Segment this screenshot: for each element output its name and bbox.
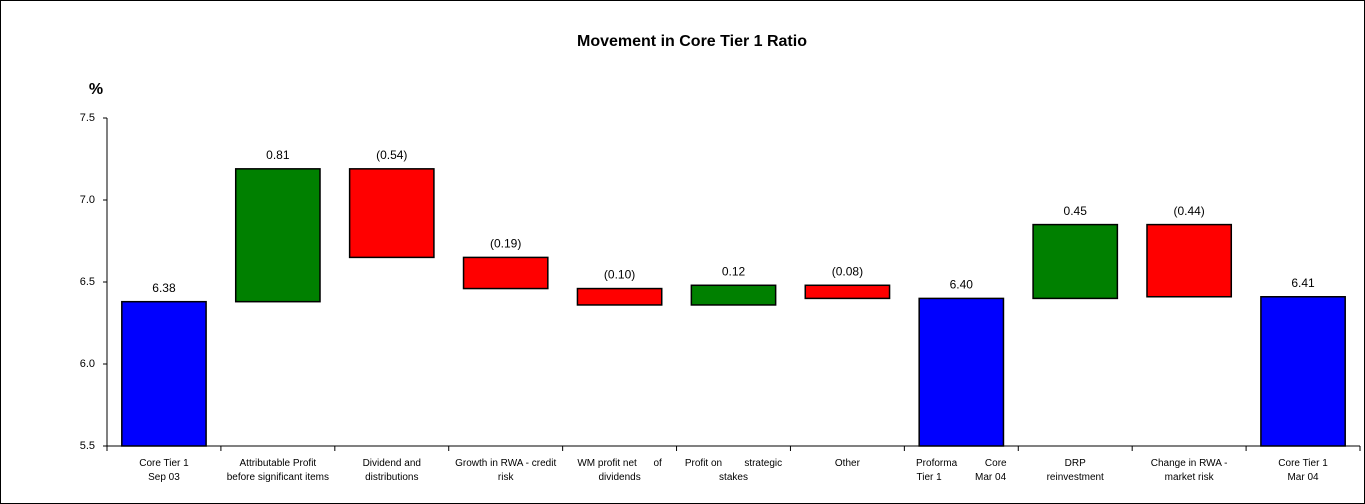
y-tick-label: 5.5	[80, 440, 95, 452]
y-axis-label: %	[89, 81, 103, 98]
bar	[348, 168, 435, 259]
y-tick-label: 7.5	[80, 112, 95, 124]
x-tick-label: Other	[835, 458, 861, 469]
value-label: (0.44)	[1173, 204, 1204, 218]
x-tick-label: Growth in RWA - credit risk	[455, 458, 556, 483]
value-label: 6.38	[152, 281, 176, 295]
x-tick-label: Proforma Core Tier 1 Mar 04	[916, 458, 1007, 483]
bar	[576, 287, 663, 306]
bar	[121, 300, 207, 447]
x-tick-label: DRP reinvestment	[1047, 458, 1104, 483]
bar	[1260, 296, 1346, 447]
value-label: 0.45	[1064, 204, 1088, 218]
x-tick-label: Change in RWA -market risk	[1151, 458, 1228, 483]
bar	[234, 168, 321, 303]
x-tick-label: WM profit net of dividends	[577, 458, 662, 483]
value-label: 0.12	[722, 264, 746, 278]
x-tick-label: Profit on strategic stakes	[685, 458, 782, 483]
x-tick-label: Core Tier 1 Sep 03	[139, 458, 189, 483]
bar	[1146, 223, 1233, 298]
bar	[1032, 223, 1119, 300]
value-label: (0.54)	[376, 148, 407, 162]
chart-title: Movement in Core Tier 1 Ratio	[577, 33, 807, 50]
bar	[462, 256, 549, 290]
value-label: (0.19)	[490, 237, 521, 251]
x-tick-label: Attributable Profit before significant it…	[227, 458, 329, 483]
y-tick-label: 6.0	[80, 358, 95, 370]
value-label: 6.40	[950, 278, 974, 292]
bar	[918, 297, 1005, 447]
x-tick-label: Dividend and distributions	[363, 458, 421, 483]
value-label: 6.41	[1291, 276, 1315, 290]
y-tick-label: 6.5	[80, 276, 95, 288]
x-tick-label: Core Tier 1 Mar 04	[1278, 458, 1328, 483]
y-tick-label: 7.0	[80, 194, 95, 206]
bar	[690, 284, 777, 306]
value-label: (0.10)	[604, 268, 635, 282]
value-label: (0.08)	[832, 264, 863, 278]
value-label: 0.81	[266, 148, 290, 162]
bar	[804, 284, 891, 300]
